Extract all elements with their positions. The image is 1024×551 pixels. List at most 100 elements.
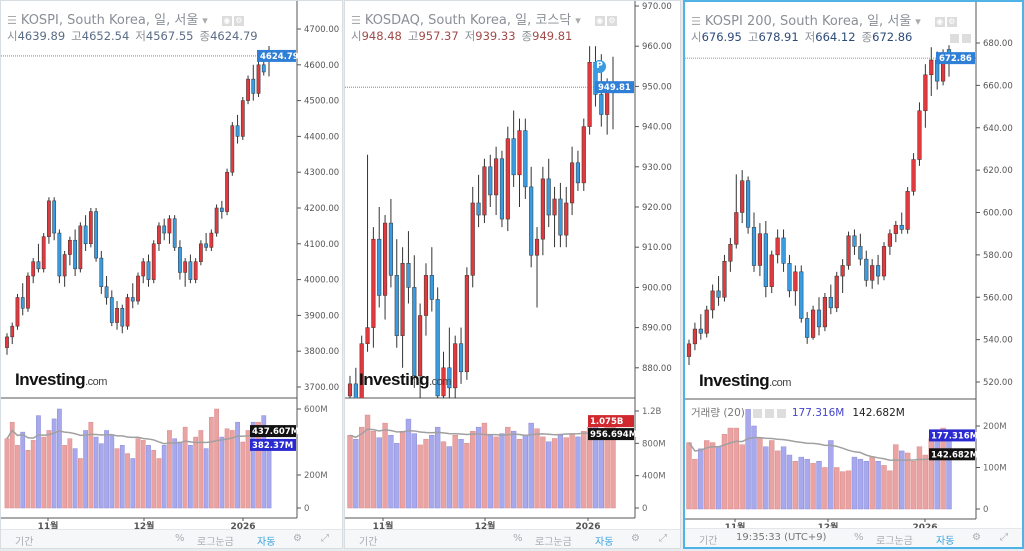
candle-down <box>353 383 358 398</box>
volume-bar <box>581 430 587 509</box>
volume-value-label-box <box>588 428 634 441</box>
volume-bar <box>493 436 499 509</box>
percent-button[interactable]: % <box>513 533 523 544</box>
volume-bar <box>721 434 728 510</box>
volume-bar <box>423 439 429 509</box>
candle-up <box>564 202 569 236</box>
kospi200-chart-panel[interactable]: 520.00 540.00 560.00 580.00 600.00 620.00 640.… <box>683 0 1024 549</box>
kosdaq-chart-panel[interactable]: 880.00 890.00 900.00 910.00 920.00 930.00 940.… <box>344 0 681 549</box>
log-scale-button[interactable]: 로그눈금 <box>876 536 913 547</box>
candle-down <box>394 275 399 336</box>
settings-gear-icon[interactable]: ⚙ <box>631 533 640 544</box>
volume-bar <box>786 454 793 510</box>
candle-down <box>816 309 822 328</box>
chart-canvas[interactable]: 3700.00 3800.00 3900.00 4000.00 4100.00 4200.… <box>1 1 344 550</box>
price-tick-label: 940.00 <box>642 123 672 133</box>
arrow-updown-icon[interactable] <box>962 34 971 43</box>
chevron-down-icon[interactable]: ▾ <box>915 15 921 28</box>
eye-icon[interactable]: ◉ <box>221 15 232 26</box>
settings-gear-icon[interactable]: ⚙ <box>972 532 981 543</box>
eye-icon[interactable]: ◉ <box>594 15 605 26</box>
candle-down <box>188 261 193 280</box>
percent-button[interactable]: % <box>175 533 185 544</box>
ohlc-value: 948.48 <box>361 29 402 43</box>
bottom-toolbar: 기간% 로그눈금 자동 ⚙ ⤢ <box>1 529 342 548</box>
period-button[interactable]: 기간 <box>359 537 378 548</box>
auto-scale-button[interactable]: 자동 <box>257 537 276 548</box>
gear-icon[interactable]: ⚙ <box>606 15 617 26</box>
volume-bar <box>109 435 115 509</box>
candle-down <box>261 64 266 73</box>
candle-up <box>686 343 692 357</box>
candle-down <box>763 233 768 287</box>
menu-icon[interactable]: ☰ <box>691 15 701 28</box>
volume-bar <box>839 471 846 510</box>
log-scale-button[interactable]: 로그눈금 <box>535 537 572 548</box>
gear-icon[interactable] <box>764 408 774 418</box>
volume-bar <box>214 408 219 509</box>
menu-icon[interactable]: ☰ <box>351 14 361 27</box>
candle-up <box>136 275 140 302</box>
period-button[interactable]: 기간 <box>699 536 718 547</box>
volume-bar <box>487 435 493 509</box>
volume-bar <box>505 426 511 509</box>
volume-bar <box>452 435 458 509</box>
ohlc-label: 저 <box>804 30 816 44</box>
scale-buttons <box>947 28 971 47</box>
gear-icon[interactable]: ⚙ <box>946 16 957 27</box>
volume-bar <box>219 436 225 509</box>
candle-up <box>347 383 353 397</box>
candle-up <box>199 243 203 262</box>
volume-tick-label: 1.2B <box>642 407 662 417</box>
candle-up <box>453 343 458 389</box>
eye-icon[interactable] <box>752 408 762 418</box>
volume-value-label-box <box>929 429 975 442</box>
chevron-down-icon[interactable]: ▾ <box>575 14 581 27</box>
volume-value-label: 142.682M <box>931 450 978 460</box>
arrow-down-icon[interactable] <box>950 34 959 43</box>
volume-bar <box>440 441 447 509</box>
fullscreen-icon[interactable]: ⤢ <box>659 533 667 544</box>
auto-scale-button[interactable]: 자동 <box>595 537 614 548</box>
volume-bar <box>188 445 193 509</box>
candle-down <box>787 263 792 292</box>
kospi-chart-panel[interactable]: 3700.00 3800.00 3900.00 4000.00 4100.00 4200.… <box>0 0 343 549</box>
candle-down <box>94 211 98 259</box>
volume-bar <box>540 436 546 509</box>
price-tick-label: 900.00 <box>642 283 672 293</box>
candle-up <box>157 225 161 245</box>
chart-canvas[interactable]: 880.00 890.00 900.00 910.00 920.00 930.00 940.… <box>345 1 682 550</box>
gear-icon[interactable]: ⚙ <box>233 15 244 26</box>
volume-bar <box>104 430 109 509</box>
volume-bar <box>692 458 698 510</box>
candle-up <box>141 261 146 277</box>
fullscreen-icon[interactable]: ⤢ <box>1000 532 1008 543</box>
candle-down <box>858 246 863 260</box>
fullscreen-icon[interactable]: ⤢ <box>321 533 329 544</box>
eye-icon[interactable]: ◉ <box>934 16 945 27</box>
volume-bar <box>834 467 840 510</box>
auto-scale-button[interactable]: 자동 <box>936 536 955 547</box>
ohlc-value: 4624.79 <box>210 29 258 43</box>
logo-text: Investing <box>359 370 430 389</box>
percent-button[interactable]: % <box>854 532 864 543</box>
candle-up <box>230 125 235 173</box>
chart-canvas[interactable]: 520.00 540.00 560.00 580.00 600.00 620.00 640.… <box>685 2 1024 551</box>
chevron-down-icon[interactable]: ▾ <box>202 14 208 27</box>
menu-icon[interactable]: ☰ <box>7 14 17 27</box>
volume-bar <box>698 448 704 510</box>
volume-bar <box>546 441 552 509</box>
event-marker[interactable]: P <box>593 60 606 73</box>
candle-up <box>692 328 697 345</box>
volume-bar <box>727 427 734 510</box>
volume-bar <box>25 450 31 509</box>
volume-bar <box>125 453 130 509</box>
close-icon[interactable] <box>776 408 786 418</box>
log-scale-button[interactable]: 로그눈금 <box>197 537 234 548</box>
ohlc-readout: 시676.95 고678.91 저664.12 종672.86 <box>691 29 912 45</box>
volume-bar <box>399 430 406 509</box>
price-tick-label: 890.00 <box>642 324 672 334</box>
settings-gear-icon[interactable]: ⚙ <box>293 533 302 544</box>
period-button[interactable]: 기간 <box>15 537 34 548</box>
volume-tick-label: 200M <box>304 471 328 481</box>
